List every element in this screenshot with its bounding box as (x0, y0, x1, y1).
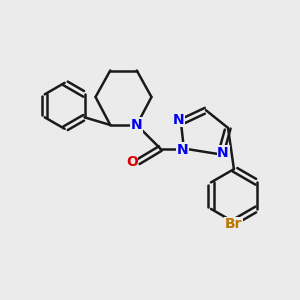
Text: N: N (217, 146, 229, 160)
Text: O: O (126, 155, 138, 169)
Text: N: N (131, 118, 142, 132)
Text: N: N (173, 113, 184, 127)
Text: N: N (177, 143, 188, 157)
Text: Br: Br (225, 218, 243, 232)
